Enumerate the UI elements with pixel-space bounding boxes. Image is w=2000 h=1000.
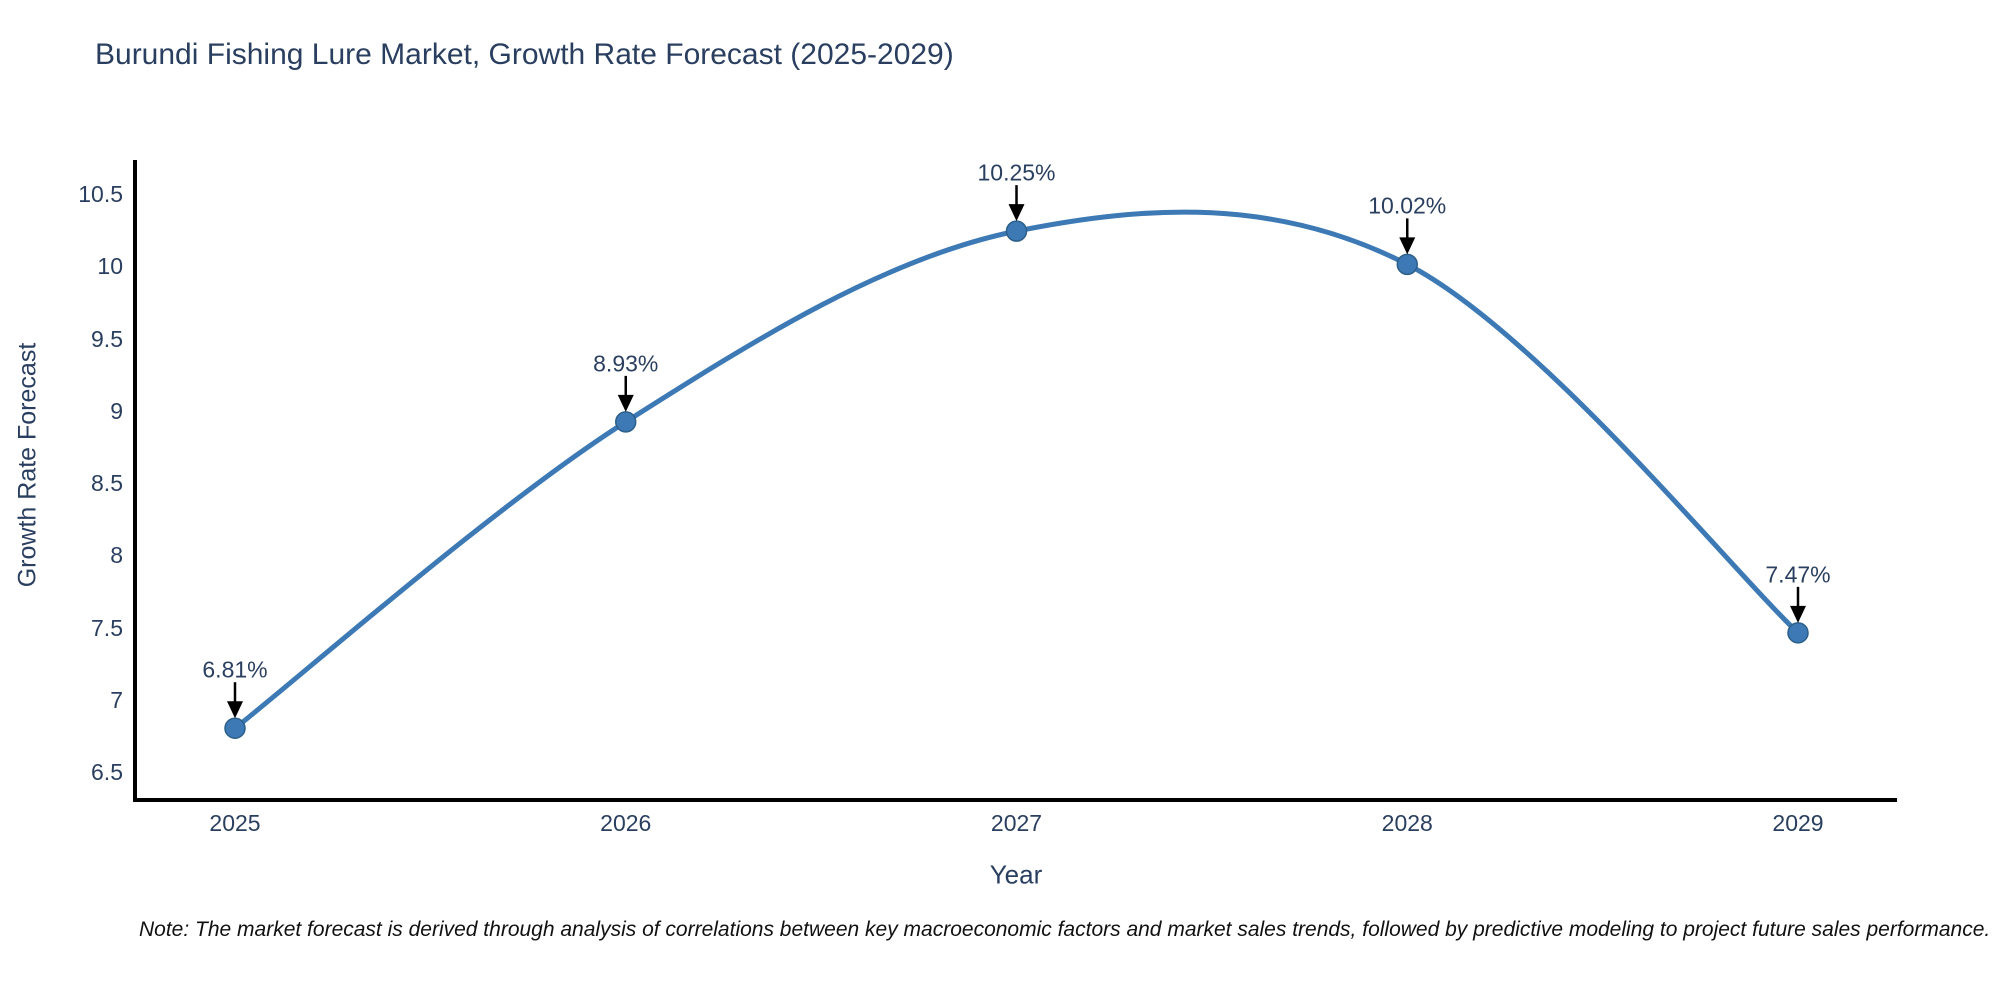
data-point-marker: [1396, 253, 1418, 276]
annotation-arrow-head: [1790, 605, 1806, 623]
y-tick-label: 8.5: [91, 470, 123, 496]
annotation-arrow-head: [1399, 237, 1416, 255]
point-value-label: 6.81%: [202, 656, 268, 683]
trend-line: [232, 209, 1801, 731]
point-value-label: 10.02%: [1368, 192, 1447, 219]
y-tick-label: 10.5: [78, 181, 123, 207]
data-point-marker: [1787, 622, 1809, 644]
y-tick-label: 7.5: [91, 614, 123, 641]
annotation-arrow-head: [227, 701, 243, 719]
y-tick-label: 9.5: [91, 325, 123, 352]
x-tick-label: 2027: [990, 810, 1043, 836]
data-point-marker: [1005, 220, 1028, 242]
y-tick-label: 9: [110, 397, 123, 424]
y-tick-label: 10: [97, 253, 123, 280]
x-tick-label: 2025: [209, 810, 261, 836]
y-tick-label: 6.5: [91, 759, 123, 785]
point-value-label: 10.25%: [977, 159, 1056, 186]
chart-title: Burundi Fishing Lure Market, Growth Rate…: [95, 38, 954, 71]
point-value-label: 7.47%: [1765, 561, 1831, 588]
annotation-arrow-head: [617, 394, 634, 412]
annotation-arrow-head: [1008, 204, 1025, 222]
x-tick-label: 2028: [1381, 810, 1433, 836]
x-tick-label: 2026: [600, 810, 652, 836]
point-value-label: 8.93%: [593, 350, 659, 377]
y-tick-label: 7: [110, 686, 123, 713]
data-point-marker: [224, 717, 246, 739]
x-tick-label: 2029: [1772, 810, 1824, 836]
footnote: Note: The market forecast is derived thr…: [139, 918, 1991, 941]
y-tick-label: 8: [110, 542, 123, 569]
x-axis-title: Year: [989, 859, 1043, 890]
data-point-marker: [615, 411, 637, 433]
